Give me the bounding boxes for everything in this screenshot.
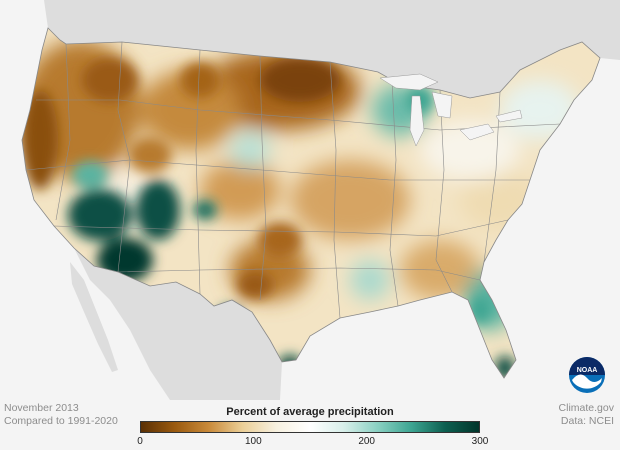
precipitation-map [0, 0, 620, 400]
credit-data: Data: NCEI [560, 415, 614, 427]
legend-tick-label: 0 [137, 436, 143, 447]
legend-title: Percent of average precipitation [226, 406, 394, 418]
canada-landmass [0, 0, 620, 98]
map-caption: November 2013 Compared to 1991-2020 [4, 402, 118, 428]
state-boundaries [25, 41, 561, 319]
baja-peninsula [70, 262, 118, 372]
legend-tick-label: 300 [471, 436, 489, 447]
legend-color-bar [140, 421, 480, 433]
legend-tick-label: 200 [358, 436, 375, 447]
credit-source: Climate.gov [558, 402, 614, 414]
great-lakes [379, 73, 523, 147]
noaa-logo-icon: NOAA [569, 357, 605, 393]
map-credit: Climate.gov Data: NCEI [559, 402, 614, 428]
us-outline [21, 27, 601, 379]
map-svg [0, 0, 620, 400]
caption-baseline: Compared to 1991-2020 [4, 415, 118, 427]
mexico-landmass [74, 248, 282, 400]
noaa-logo-text: NOAA [577, 367, 598, 374]
caption-month: November 2013 [4, 402, 79, 414]
legend-tick-label: 100 [244, 436, 262, 447]
